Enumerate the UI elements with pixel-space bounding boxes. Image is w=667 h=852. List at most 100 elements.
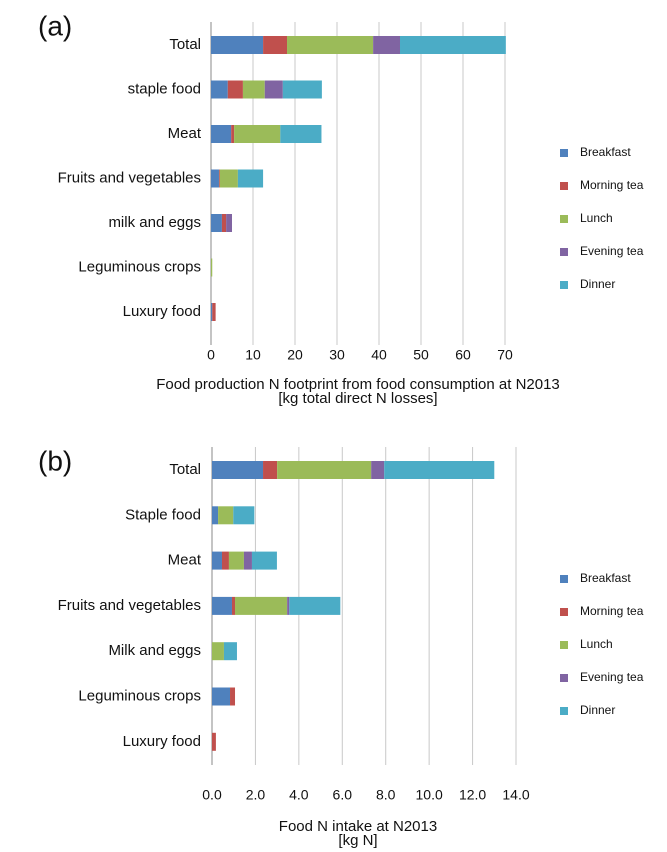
legend-swatch: [560, 248, 568, 256]
bar-segment: [231, 596, 236, 615]
x-axis-label: [kg N]: [338, 832, 377, 849]
legend-label: Morning tea: [580, 178, 644, 192]
bar-segment: [231, 125, 235, 143]
bar-segment: [287, 36, 374, 54]
y-tick-label: Total: [169, 36, 201, 53]
x-tick-label: 60: [455, 347, 471, 363]
bar-segment: [282, 80, 322, 99]
x-tick-label: 20: [287, 347, 303, 363]
legend-label: Dinner: [580, 277, 615, 291]
bar-segment: [211, 169, 219, 188]
y-tick-label: Fruits and vegetables: [58, 597, 201, 614]
y-tick-label: Leguminous crops: [78, 687, 201, 704]
x-tick-label: 0: [207, 347, 215, 363]
bar-segment: [228, 551, 244, 570]
legend-label: Dinner: [580, 703, 615, 717]
y-tick-label: milk and eggs: [108, 214, 201, 231]
legend-label: Evening tea: [580, 244, 644, 258]
x-axis-label: Food production N footprint from food co…: [156, 376, 560, 393]
x-axis-label: [kg total direct N losses]: [278, 390, 437, 407]
legend-label: Breakfast: [580, 145, 631, 159]
legend-swatch: [560, 575, 568, 583]
bar-segment: [277, 461, 372, 479]
legend-label: Lunch: [580, 637, 613, 651]
panel-label: (a): [38, 10, 72, 41]
bar-segment: [221, 214, 227, 232]
bar-segment: [384, 461, 495, 479]
bar-segment: [263, 36, 288, 54]
bar-segment: [211, 258, 213, 277]
bar-segment: [373, 36, 400, 54]
x-tick-label: 6.0: [333, 787, 353, 803]
bar-segment: [237, 169, 264, 188]
legend-label: Lunch: [580, 211, 613, 225]
legend-swatch: [560, 674, 568, 682]
legend-label: Evening tea: [580, 670, 644, 684]
bar-segment: [235, 596, 288, 615]
x-tick-label: 0.0: [202, 787, 222, 803]
bar-segment: [226, 214, 232, 232]
x-tick-label: 70: [497, 347, 513, 363]
x-tick-label: 30: [329, 347, 345, 363]
bar-segment: [211, 36, 264, 54]
bar-segment: [230, 687, 236, 706]
bar-segment: [287, 596, 290, 615]
legend-swatch: [560, 281, 568, 289]
bar-segment: [289, 596, 341, 615]
y-tick-label: Staple food: [125, 506, 201, 523]
bar-segment: [251, 551, 277, 570]
x-tick-label: 8.0: [376, 787, 396, 803]
x-tick-label: 10.0: [416, 787, 443, 803]
y-tick-label: Luxury food: [123, 733, 201, 750]
y-tick-label: staple food: [128, 80, 201, 97]
x-tick-label: 4.0: [289, 787, 309, 803]
y-tick-label: Luxury food: [123, 303, 201, 320]
bar-segment: [400, 36, 506, 54]
x-axis-label: Food N intake at N2013: [279, 818, 437, 835]
bar-segment: [218, 506, 234, 525]
x-tick-label: 12.0: [459, 787, 486, 803]
x-tick-label: 14.0: [502, 787, 529, 803]
bar-segment: [211, 303, 213, 321]
bar-segment: [212, 642, 224, 661]
y-tick-label: Meat: [168, 125, 202, 142]
legend-label: Morning tea: [580, 604, 644, 618]
bar-segment: [234, 125, 281, 143]
bar-segment: [219, 169, 238, 188]
bar-segment: [211, 125, 232, 143]
legend-swatch: [560, 608, 568, 616]
legend-label: Breakfast: [580, 571, 631, 585]
y-tick-label: Fruits and vegetables: [58, 169, 201, 186]
bar-segment: [212, 687, 231, 706]
x-tick-label: 10: [245, 347, 261, 363]
x-tick-label: 2.0: [246, 787, 266, 803]
bar-segment: [221, 551, 229, 570]
legend-swatch: [560, 641, 568, 649]
bar-segment: [212, 461, 264, 479]
bar-segment: [212, 551, 222, 570]
x-tick-label: 50: [413, 347, 429, 363]
bar-segment: [212, 506, 219, 525]
bar-segment: [211, 80, 228, 99]
bar-segment: [212, 596, 232, 615]
bar-segment: [264, 80, 283, 99]
y-tick-label: Total: [169, 461, 201, 478]
legend-swatch: [560, 707, 568, 715]
bar-segment: [280, 125, 322, 143]
legend-swatch: [560, 149, 568, 157]
bar-segment: [227, 80, 243, 99]
bar-segment: [371, 461, 385, 479]
bar-segment: [242, 80, 265, 99]
y-tick-label: Milk and eggs: [108, 642, 201, 659]
x-tick-label: 40: [371, 347, 387, 363]
bar-segment: [223, 642, 237, 661]
bar-segment: [212, 303, 216, 321]
bar-segment: [212, 732, 216, 751]
panel-label: (b): [38, 445, 72, 476]
y-tick-label: Meat: [168, 552, 202, 569]
bar-segment: [263, 461, 278, 479]
bar-segment: [211, 214, 222, 232]
y-tick-label: Leguminous crops: [78, 258, 201, 275]
legend-swatch: [560, 215, 568, 223]
